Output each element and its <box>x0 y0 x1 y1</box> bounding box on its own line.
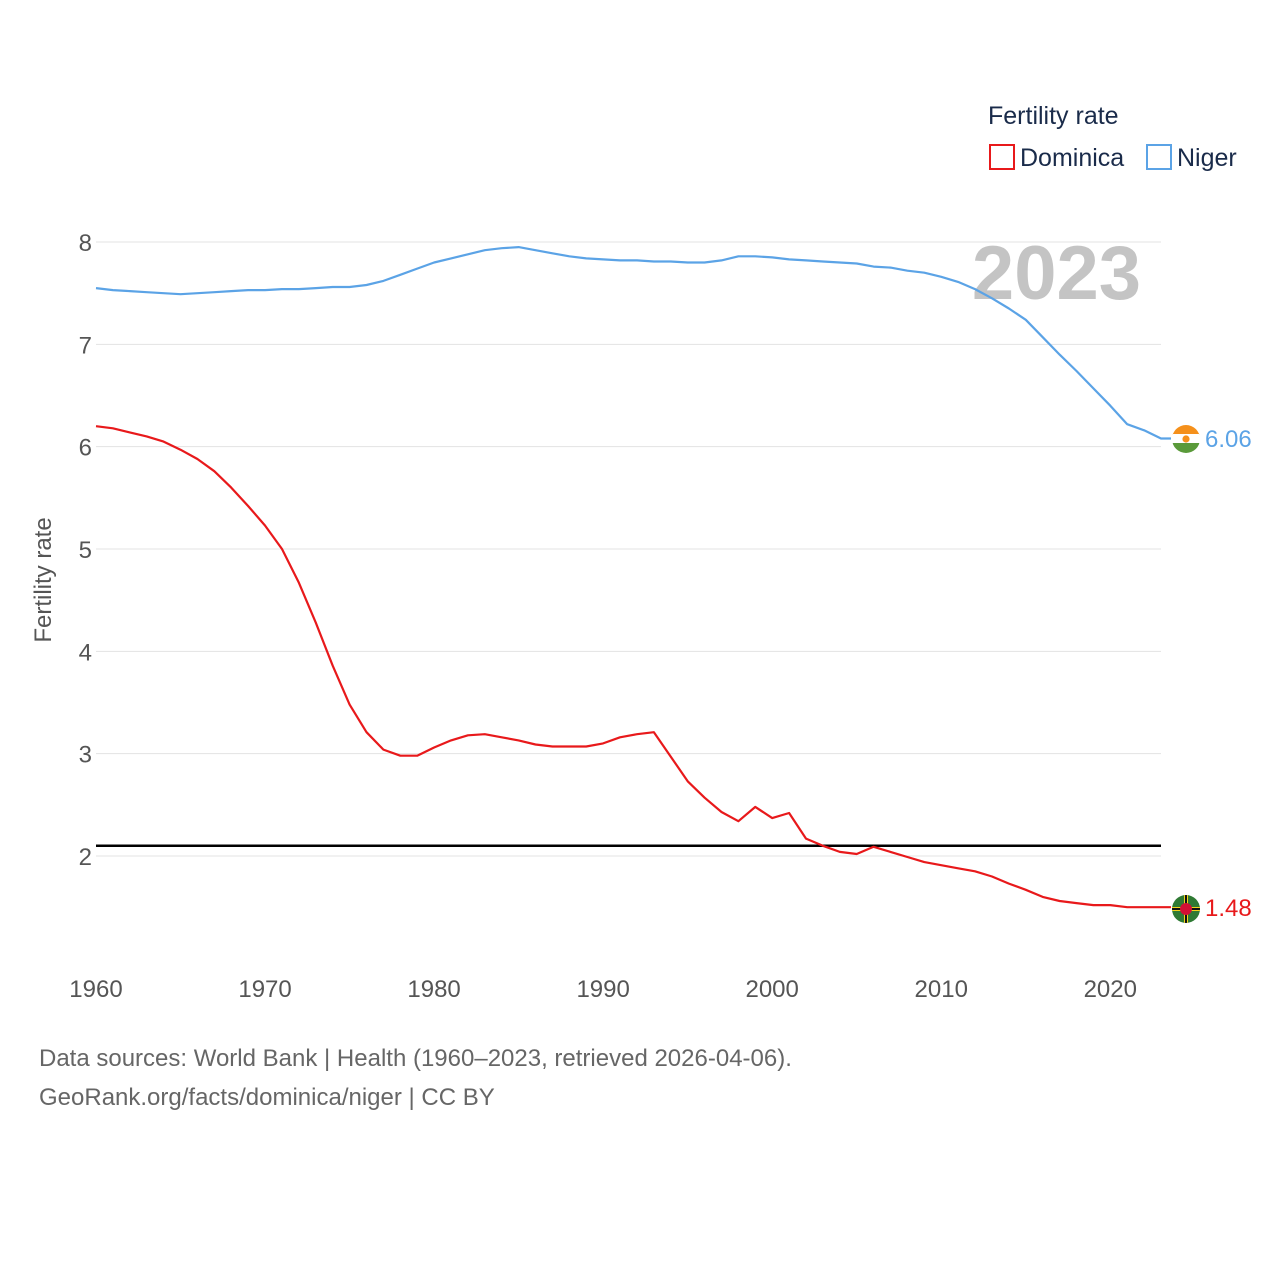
x-axis-ticks: 1960 1970 1980 1990 2000 2010 2020 <box>69 976 1137 1003</box>
y-tick-label: 5 <box>79 537 92 564</box>
legend-swatch-dominica <box>989 144 1015 170</box>
legend: Fertility rate Dominica Niger <box>988 102 1237 172</box>
end-label-niger: 6.06 <box>1205 426 1252 453</box>
legend-label-dominica: Dominica <box>1020 144 1124 172</box>
y-tick-label: 4 <box>79 639 92 666</box>
y-axis-title: Fertility rate <box>30 517 57 642</box>
x-tick-label: 1970 <box>238 976 291 1003</box>
legend-label-niger: Niger <box>1177 144 1237 172</box>
gridlines <box>96 241 1161 857</box>
y-tick-label: 8 <box>79 230 92 257</box>
x-tick-label: 2000 <box>745 976 798 1003</box>
footer-attribution[interactable]: GeoRank.org/facts/dominica/niger | CC BY <box>39 1084 495 1111</box>
footer-source: Data sources: World Bank | Health (1960–… <box>39 1045 792 1072</box>
legend-item-dominica[interactable]: Dominica <box>989 144 1124 172</box>
series-line-niger <box>95 246 1171 440</box>
niger-flag-icon <box>1172 425 1200 453</box>
legend-title: Fertility rate <box>988 102 1119 130</box>
legend-item-niger[interactable]: Niger <box>1146 144 1237 172</box>
x-tick-label: 1980 <box>407 976 460 1003</box>
year-watermark: 2023 <box>972 231 1141 316</box>
end-label-dominica: 1.48 <box>1205 895 1252 922</box>
dominica-flag-icon <box>1172 895 1200 923</box>
x-tick-label: 1990 <box>576 976 629 1003</box>
y-tick-label: 6 <box>79 435 92 462</box>
x-tick-label: 2020 <box>1084 976 1137 1003</box>
y-tick-label: 3 <box>79 742 92 769</box>
y-tick-label: 7 <box>79 332 92 359</box>
x-tick-label: 2010 <box>915 976 968 1003</box>
x-tick-label: 1960 <box>69 976 122 1003</box>
legend-swatch-niger <box>1146 144 1172 170</box>
y-axis-ticks: 2 3 4 5 6 7 8 <box>79 230 92 871</box>
series-line-dominica <box>95 425 1171 909</box>
y-tick-label: 2 <box>79 844 92 871</box>
